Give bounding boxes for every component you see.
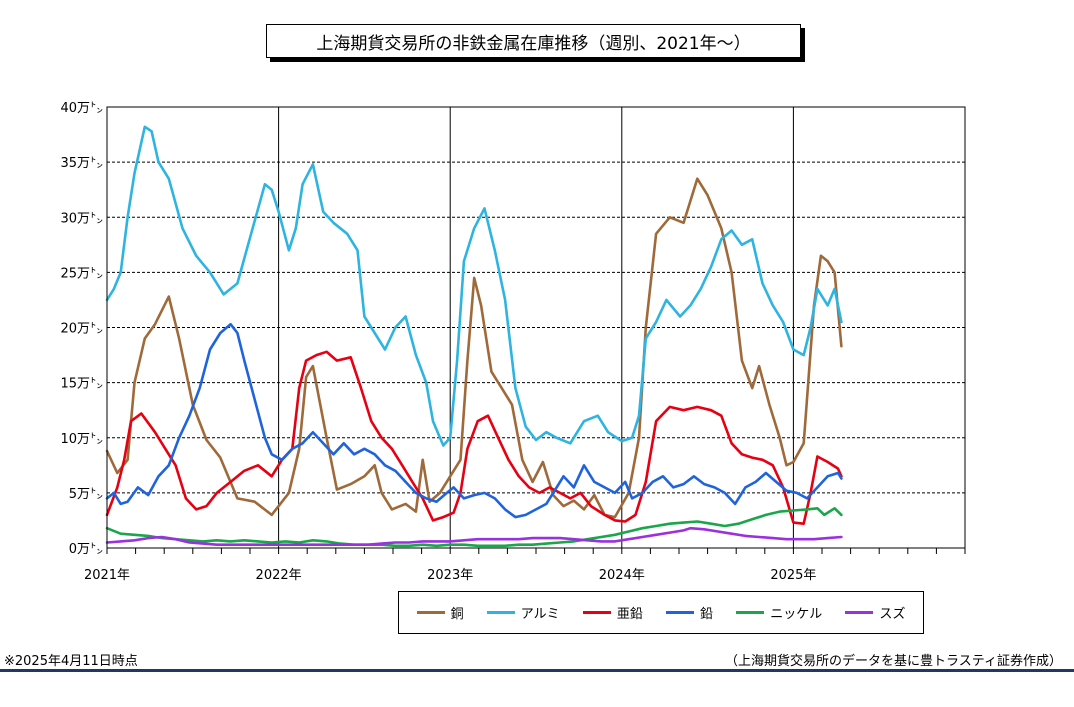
legend-label: 銅 [450, 607, 464, 622]
grid [107, 106, 965, 548]
legend-label: スズ [879, 607, 906, 622]
source-note: （上海期貨交易所のデータを基に豊トラスティ証券作成） [725, 654, 1062, 669]
y-tick-label: 20万㌧ [60, 322, 103, 337]
legend-swatch [582, 611, 611, 614]
bottom-rule [0, 669, 1074, 672]
axes: 0万㌧ 5万㌧ 10万㌧ 15万㌧ 20万㌧ 25万㌧ 30万㌧ 35万㌧ 40万㌧ 2021年 2… [60, 101, 966, 583]
series-line [105, 507, 843, 548]
y-tick-label: 15万㌧ [60, 377, 103, 392]
legend-swatch [666, 611, 694, 614]
legend-item: 銅 [416, 603, 464, 622]
y-tick-label: 30万㌧ [60, 211, 103, 226]
series-line [105, 125, 843, 447]
series-line [105, 526, 843, 546]
plot-frame [106, 106, 966, 549]
x-tick-label: 2022年 [256, 568, 302, 583]
x-tick-label: 2021年 [84, 568, 130, 583]
legend-item: ニッケル [736, 603, 822, 622]
legend-swatch [845, 611, 874, 614]
legend: 銅 アルミ 亜鉛 鉛 ニッケル スズ [398, 591, 924, 634]
legend-item: 亜鉛 [582, 603, 643, 622]
series-line [105, 177, 843, 519]
legend-label: 鉛 [700, 607, 714, 622]
legend-label: アルミ [520, 607, 560, 622]
legend-item: スズ [845, 603, 905, 622]
y-tick-label: 0万㌧ [69, 542, 103, 557]
y-tick-label: 5万㌧ [69, 487, 103, 502]
legend-item: アルミ [486, 603, 560, 622]
legend-swatch [736, 611, 765, 614]
series-line [105, 350, 843, 525]
y-tick-label: 35万㌧ [60, 156, 103, 171]
series-lines [105, 125, 843, 548]
x-tick-label: 2023年 [427, 568, 473, 583]
y-tick-label: 25万㌧ [60, 266, 103, 281]
legend-label: ニッケル [770, 607, 823, 622]
x-tick-label: 2025年 [770, 568, 816, 583]
y-tick-label: 40万㌧ [60, 101, 103, 116]
y-tick-label: 10万㌧ [60, 432, 103, 447]
chart-title: 上海期貨交易所の非鉄金属在庫推移（週別、2021年～） [266, 24, 801, 58]
chart-title-text: 上海期貨交易所の非鉄金属在庫推移（週別、2021年～） [316, 33, 751, 54]
x-tick-label: 2024年 [599, 568, 645, 583]
legend-swatch [486, 611, 515, 614]
series-line [105, 322, 843, 519]
legend-label: 亜鉛 [616, 607, 643, 622]
date-note: ※2025年4月11日時点 [4, 654, 138, 669]
legend-item: 鉛 [666, 603, 713, 622]
legend-swatch [416, 611, 445, 614]
